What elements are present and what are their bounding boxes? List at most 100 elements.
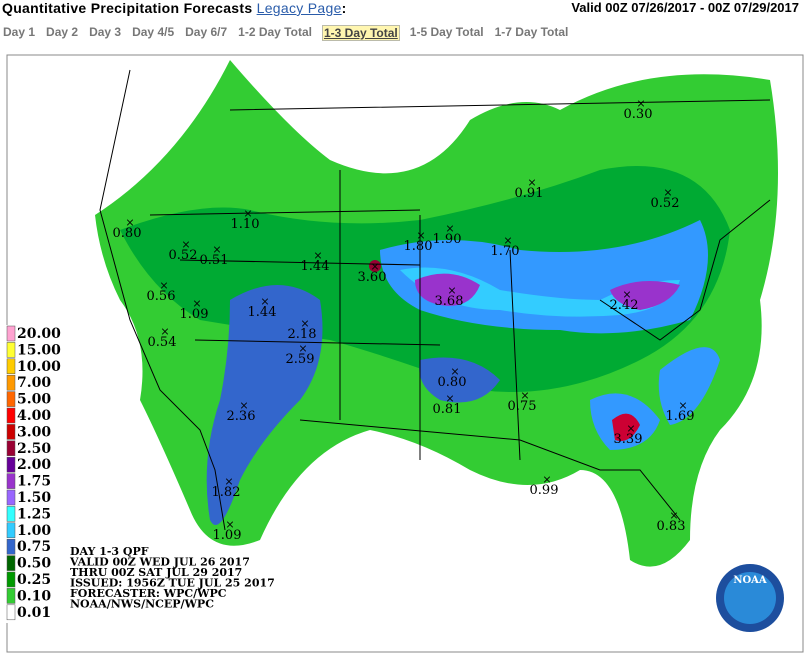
- map-value: 1.09: [180, 307, 209, 322]
- x-marker: ×: [239, 399, 248, 412]
- info-line: VALID 00Z WED JUL 26 2017: [69, 556, 250, 569]
- legend-swatch: [6, 407, 16, 424]
- map-value: 3.39: [614, 432, 643, 447]
- map-value: 0.91: [515, 186, 544, 201]
- x-marker: ×: [416, 229, 425, 242]
- nav-tab[interactable]: 1-2 Day Total: [238, 25, 312, 39]
- svg-text:NOAA: NOAA: [733, 575, 767, 586]
- x-marker: ×: [260, 295, 269, 308]
- legend-swatch: [6, 391, 16, 407]
- map-value: 1.09: [213, 528, 242, 543]
- legend-swatch: [6, 538, 16, 555]
- map-value: 1.10: [231, 217, 260, 232]
- map-value: 2.18: [288, 327, 317, 342]
- legend-label: 3.00: [17, 424, 51, 440]
- legend-swatch: [6, 489, 16, 506]
- x-marker: ×: [181, 238, 190, 251]
- legend-label: 5.00: [17, 392, 51, 408]
- map-value: 0.51: [200, 253, 229, 268]
- nav-tab[interactable]: Day 6/7: [185, 25, 228, 39]
- map-value: 2.59: [286, 352, 315, 367]
- map-value: 0.80: [113, 226, 142, 241]
- map-value: 1.90: [433, 232, 462, 247]
- x-marker: ×: [370, 260, 379, 273]
- legend-label: 0.10: [17, 588, 51, 604]
- x-marker: ×: [298, 342, 307, 355]
- legend-swatch: [6, 522, 16, 539]
- legend-swatch: [6, 571, 16, 588]
- map-value: 0.54: [148, 335, 177, 350]
- map-value: 0.56: [147, 289, 176, 304]
- legend-label: 0.50: [17, 556, 51, 572]
- noaa-logo: NOAA: [716, 564, 784, 632]
- map-value: 1.82: [212, 485, 241, 500]
- info-line: FORECASTER: WPC/WPC: [70, 587, 227, 600]
- x-marker: ×: [520, 389, 529, 402]
- legend-label: 1.00: [17, 523, 51, 539]
- legend-label: 1.50: [17, 490, 51, 506]
- x-marker: ×: [450, 365, 459, 378]
- x-marker: ×: [678, 399, 687, 412]
- x-marker: ×: [445, 392, 454, 405]
- nav-tab[interactable]: 1-3 Day Total: [321, 25, 400, 41]
- nav: Day 1 Day 2 Day 3 Day 4/5 Day 6/7 1-2 Day Tot…: [2, 25, 578, 41]
- legend-swatch: [6, 555, 16, 571]
- legend-swatch: [6, 440, 16, 457]
- x-marker: ×: [447, 284, 456, 297]
- x-marker: ×: [160, 325, 169, 338]
- valid-time: Valid 00Z 07/26/2017 - 00Z 07/29/2017: [571, 0, 799, 15]
- nav-tab[interactable]: Day 2: [46, 25, 79, 39]
- legend-swatch: [6, 588, 16, 604]
- map-value: 0.81: [433, 402, 462, 417]
- nav-tab[interactable]: Day 1: [3, 25, 36, 39]
- map-value: 0.80: [438, 375, 467, 390]
- legend-label: 15.00: [17, 342, 61, 358]
- legend-swatch: [6, 374, 16, 391]
- x-marker: ×: [212, 243, 221, 256]
- legend-swatch: [6, 604, 16, 621]
- legend-label: 10.00: [17, 359, 61, 375]
- map-value: 0.83: [657, 519, 686, 534]
- legend-swatch: [6, 325, 16, 342]
- x-marker: ×: [669, 509, 678, 522]
- legend-label: 1.25: [17, 506, 51, 522]
- header: Quantitative Precipitation Forecasts Leg…: [2, 0, 347, 16]
- legend-label: 0.01: [17, 605, 51, 621]
- x-marker: ×: [224, 475, 233, 488]
- legend-label: 2.00: [17, 457, 51, 473]
- nav-tab[interactable]: 1-5 Day Total: [409, 25, 484, 39]
- precip-fill: [95, 60, 778, 567]
- legend-label: 0.75: [17, 539, 51, 555]
- map-value: 1.44: [248, 305, 277, 320]
- x-marker: ×: [300, 317, 309, 330]
- map-value: 0.99: [530, 483, 559, 498]
- nav-tab[interactable]: 1-7 Day Total: [494, 25, 569, 39]
- map-value: 1.44: [301, 259, 330, 274]
- x-marker: ×: [503, 234, 512, 247]
- legend-label: 7.00: [17, 375, 51, 391]
- nav-tab[interactable]: Day 4/5: [132, 25, 175, 39]
- legend-swatch: [6, 506, 16, 522]
- map-value: 3.68: [435, 294, 464, 309]
- legend-swatch: [6, 473, 16, 489]
- legend-label: 0.25: [17, 572, 51, 588]
- legend-swatch: [6, 342, 16, 358]
- legacy-link[interactable]: Legacy Page: [256, 0, 342, 16]
- map-value: 0.52: [169, 248, 198, 263]
- x-marker: ×: [243, 207, 252, 220]
- nav-tab[interactable]: Day 3: [89, 25, 122, 39]
- x-marker: ×: [622, 288, 631, 301]
- legend-box: [6, 325, 68, 623]
- info-line: DAY 1-3 QPF: [70, 545, 149, 558]
- x-marker: ×: [159, 279, 168, 292]
- legend-swatch: [6, 424, 16, 440]
- separator: :: [341, 0, 347, 16]
- legend-swatch: [6, 456, 16, 473]
- map-value: 2.42: [610, 298, 639, 313]
- legend-label: 2.50: [17, 441, 51, 457]
- title: Quantitative Precipitation Forecasts: [2, 0, 253, 16]
- x-marker: ×: [192, 297, 201, 310]
- map-value: 0.52: [651, 196, 680, 211]
